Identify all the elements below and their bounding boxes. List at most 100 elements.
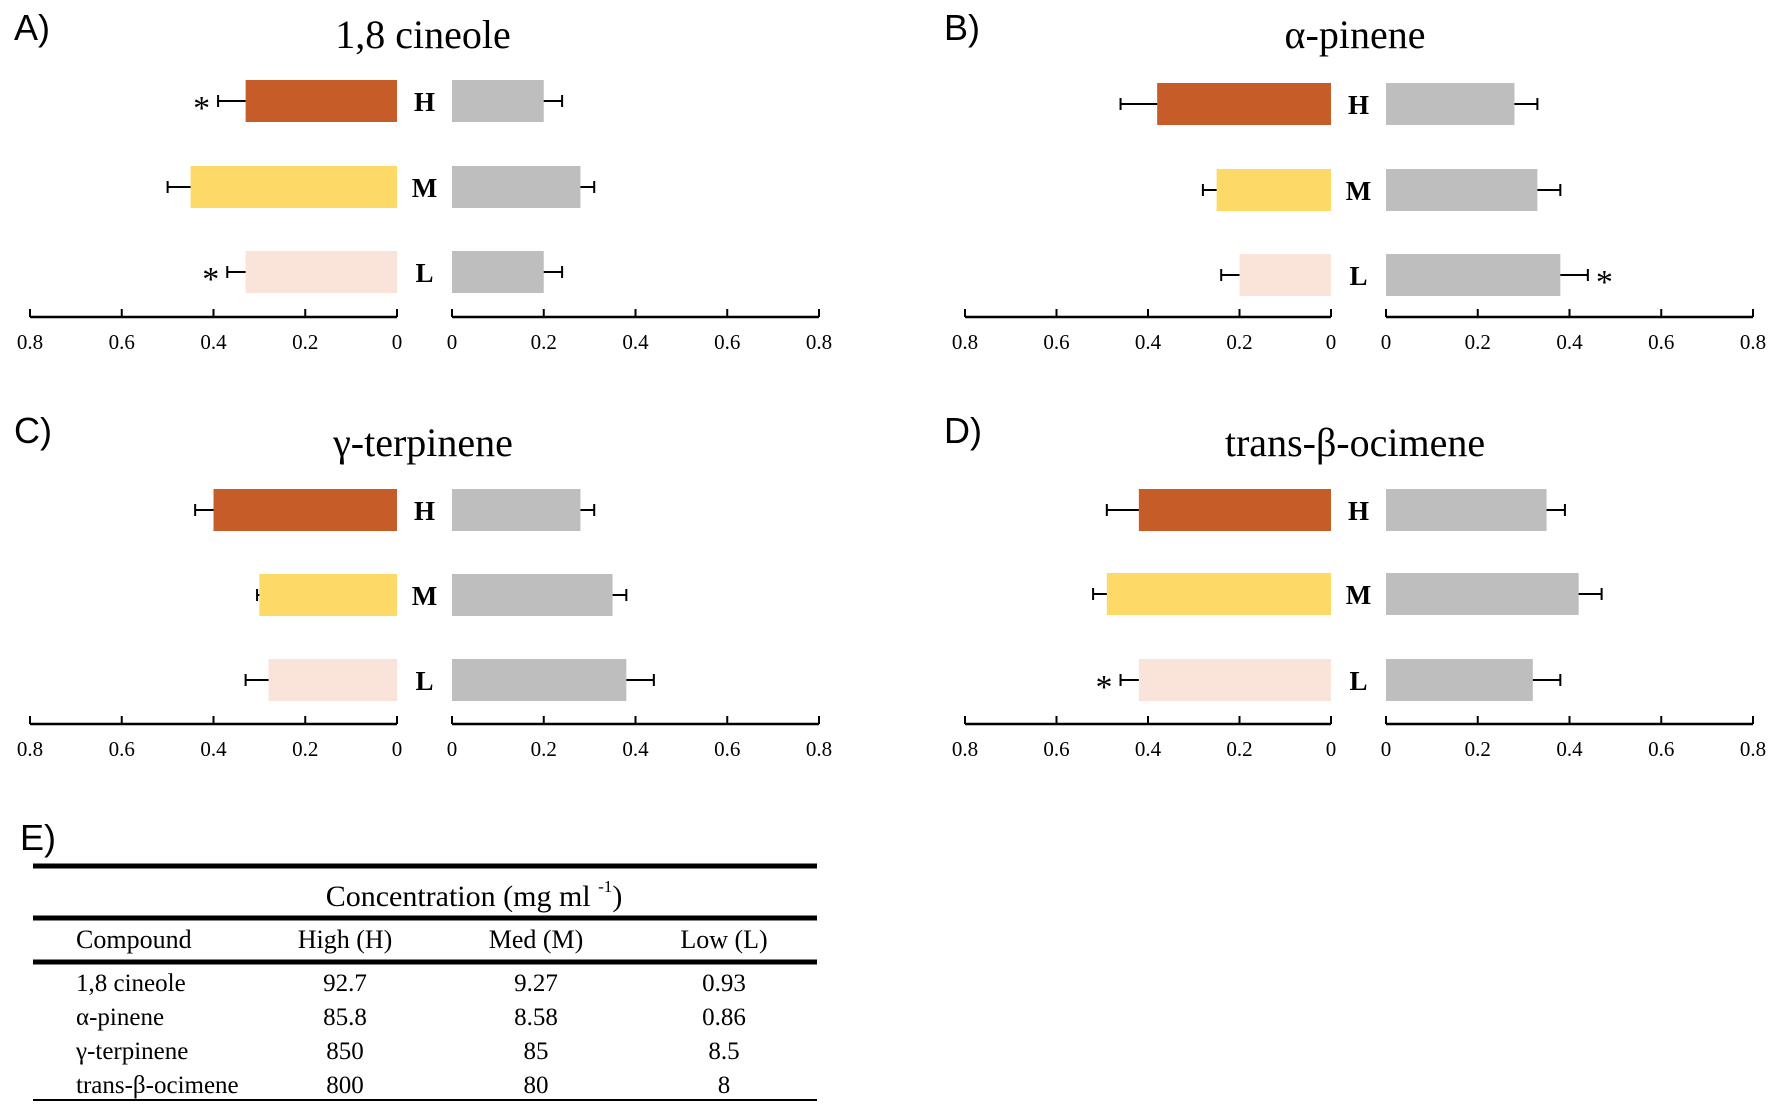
panel-2-tick-label-5: 0 xyxy=(1381,330,1392,354)
panel-3-tick-label-3: 0.2 xyxy=(292,737,318,761)
panel-3-tick-label-7: 0.4 xyxy=(622,737,649,761)
panel-3-category-L: L xyxy=(415,666,433,696)
table-cell-r1-c1: 85.8 xyxy=(323,1004,367,1031)
panel-1-letter: A) xyxy=(14,7,50,48)
panel-4-tick-label-0: 0.8 xyxy=(952,737,978,761)
panel-3-tick-label-6: 0.2 xyxy=(531,737,557,761)
panel-2-tick-label-0: 0.8 xyxy=(952,330,978,354)
panel-1-category-H: H xyxy=(414,87,435,117)
panel-4-bar-right-H xyxy=(1386,489,1547,531)
table-cell-r3-c3: 8 xyxy=(718,1072,731,1099)
panel-4-category-M: M xyxy=(1346,580,1371,610)
table-header: Concentration (mg ml -1) xyxy=(326,877,623,913)
panel-3-category-H: H xyxy=(414,496,435,526)
panel-2-letter: B) xyxy=(944,7,980,48)
panel-2-tick-label-4: 0 xyxy=(1326,330,1337,354)
panel-2-bar-right-M xyxy=(1386,169,1538,211)
panel-3-tick-label-0: 0.8 xyxy=(17,737,43,761)
panel-3-bar-left-M xyxy=(259,574,397,616)
table-letter: E) xyxy=(20,817,56,858)
table-cell-r2-c1: 850 xyxy=(326,1038,364,1065)
table-cell-r2-c3: 8.5 xyxy=(708,1038,739,1065)
panel-1-tick-label-0: 0.8 xyxy=(17,330,43,354)
panel-4-category-L: L xyxy=(1349,666,1367,696)
table-cell-r3-c2: 80 xyxy=(524,1072,549,1099)
panel-4-star-left-L: * xyxy=(1096,669,1113,706)
panel-4-bar-right-M xyxy=(1386,573,1579,615)
panel-1-tick-label-7: 0.4 xyxy=(622,330,649,354)
table-cell-r3-c0: trans-β-ocimene xyxy=(76,1072,239,1099)
table-cell-r0-c2: 9.27 xyxy=(514,970,558,997)
panel-3-tick-label-5: 0 xyxy=(447,737,458,761)
table-cell-r1-c2: 8.58 xyxy=(514,1004,558,1031)
table-column-3: Low (L) xyxy=(680,925,767,954)
panel-1-star-left-H: * xyxy=(193,90,210,127)
panel-2-tick-label-8: 0.6 xyxy=(1648,330,1674,354)
panel-2-bar-left-M xyxy=(1216,169,1331,211)
panel-4-tick-label-9: 0.8 xyxy=(1740,737,1766,761)
panel-3-bar-right-L xyxy=(452,659,627,701)
panel-3-tick-label-1: 0.6 xyxy=(109,737,135,761)
panel-2-tick-label-2: 0.4 xyxy=(1135,330,1162,354)
panel-2-bar-right-L xyxy=(1386,254,1561,296)
table-column-2: Med (M) xyxy=(489,925,584,954)
panel-3-category-M: M xyxy=(412,581,437,611)
panel-1-star-left-L: * xyxy=(202,261,219,298)
panel-3-tick-label-8: 0.6 xyxy=(714,737,740,761)
panel-2-tick-label-9: 0.8 xyxy=(1740,330,1766,354)
table-column-1: High (H) xyxy=(298,925,393,954)
panel-4-bar-left-H xyxy=(1138,489,1331,531)
panel-2-title: α-pinene xyxy=(1285,12,1426,57)
table-cell-r1-c3: 0.86 xyxy=(702,1004,746,1031)
table-header-close: ) xyxy=(612,880,622,913)
panel-4-bar-left-L xyxy=(1138,659,1331,701)
panel-4-letter: D) xyxy=(944,410,982,451)
panel-1-tick-label-9: 0.8 xyxy=(806,330,832,354)
table-header-text: Concentration (mg ml xyxy=(326,880,598,913)
table-cell-r2-c2: 85 xyxy=(524,1038,549,1065)
panel-3-tick-label-2: 0.4 xyxy=(200,737,227,761)
panel-2-bar-left-H xyxy=(1157,83,1331,125)
panel-4-tick-label-4: 0 xyxy=(1326,737,1337,761)
panel-3-title: γ-terpinene xyxy=(332,420,513,465)
panel-1-tick-label-3: 0.2 xyxy=(292,330,318,354)
table-cell-r2-c0: γ-terpinene xyxy=(75,1038,188,1065)
table-cell-r0-c3: 0.93 xyxy=(702,970,746,997)
table-header-sup: -1 xyxy=(598,877,612,896)
panel-1-category-M: M xyxy=(412,173,437,203)
panel-1-tick-label-6: 0.2 xyxy=(531,330,557,354)
panel-1-tick-label-1: 0.6 xyxy=(109,330,135,354)
panel-3-letter: C) xyxy=(14,410,52,451)
panel-4-tick-label-1: 0.6 xyxy=(1043,737,1069,761)
panel-1-bar-right-M xyxy=(452,166,581,208)
panel-4-tick-label-2: 0.4 xyxy=(1135,737,1162,761)
panel-2-tick-label-1: 0.6 xyxy=(1043,330,1069,354)
panel-1-title: 1,8 cineole xyxy=(335,12,511,57)
table-cell-r0-c0: 1,8 cineole xyxy=(76,970,186,997)
panel-1-bar-left-L xyxy=(245,251,397,293)
panel-4-tick-label-7: 0.4 xyxy=(1556,737,1583,761)
panel-2-tick-label-6: 0.2 xyxy=(1465,330,1491,354)
panel-1-tick-label-4: 0 xyxy=(392,330,403,354)
panel-4-tick-label-8: 0.6 xyxy=(1648,737,1674,761)
panel-3-bar-right-H xyxy=(452,489,581,531)
panel-2-category-M: M xyxy=(1346,176,1371,206)
panel-2-tick-label-3: 0.2 xyxy=(1226,330,1252,354)
panel-2-star-right-L: * xyxy=(1596,264,1613,301)
table-column-0: Compound xyxy=(76,925,192,954)
panel-3-tick-label-4: 0 xyxy=(392,737,403,761)
panel-1-bar-right-L xyxy=(452,251,544,293)
panel-2-bar-left-L xyxy=(1239,254,1331,296)
panel-2-bar-right-H xyxy=(1386,83,1515,125)
panel-1-category-L: L xyxy=(415,258,433,288)
panel-4-title: trans-β-ocimene xyxy=(1225,420,1485,465)
panel-1-bar-left-H xyxy=(245,80,397,122)
panel-4-tick-label-3: 0.2 xyxy=(1226,737,1252,761)
panel-2-category-L: L xyxy=(1349,261,1367,291)
panel-4-bar-left-M xyxy=(1106,573,1331,615)
panel-1-tick-label-8: 0.6 xyxy=(714,330,740,354)
panel-2-category-H: H xyxy=(1348,90,1369,120)
panel-4-category-H: H xyxy=(1348,496,1369,526)
panel-1-tick-label-5: 0 xyxy=(447,330,458,354)
